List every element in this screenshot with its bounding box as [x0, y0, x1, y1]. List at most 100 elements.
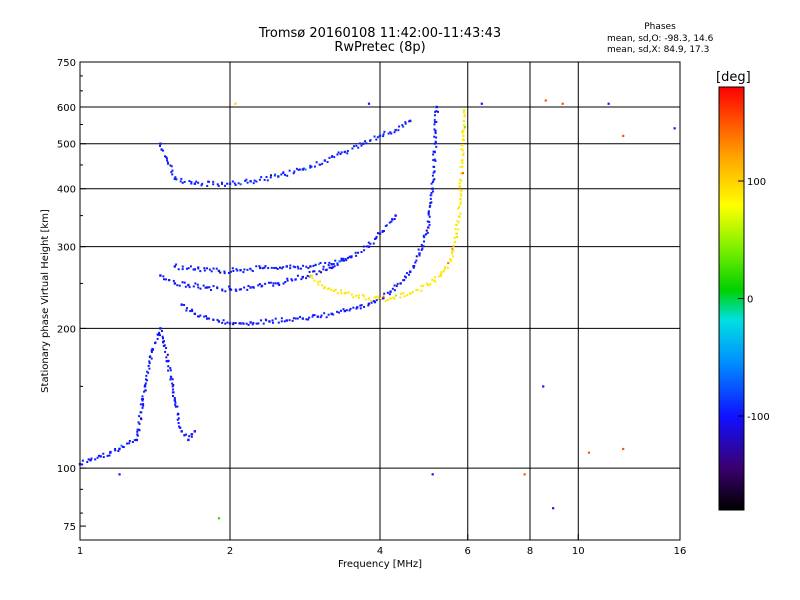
- echo-point: [197, 266, 200, 269]
- echo-point: [223, 270, 226, 273]
- echo-point: [187, 267, 190, 270]
- echo-point: [333, 265, 336, 268]
- echo-point: [433, 178, 436, 181]
- echo-point: [136, 433, 139, 436]
- echo-point: [393, 218, 396, 221]
- echo-point: [161, 335, 164, 338]
- echo-point: [160, 330, 163, 333]
- echo-point: [185, 307, 188, 310]
- echo-point: [418, 252, 421, 255]
- echo-point: [143, 390, 146, 393]
- echo-point: [333, 156, 336, 159]
- echo-point: [376, 295, 379, 298]
- echo-point: [188, 180, 191, 183]
- echo-point: [142, 403, 145, 406]
- echo-point: [461, 165, 464, 168]
- echo-point: [264, 265, 267, 268]
- echo-point: [429, 194, 432, 197]
- echo-point: [434, 140, 437, 143]
- echo-point: [346, 152, 349, 155]
- echo-point: [191, 310, 194, 313]
- echo-point: [462, 111, 465, 114]
- echo-point: [282, 282, 285, 285]
- echo-point: [357, 146, 360, 149]
- echo-point: [212, 318, 215, 321]
- echo-point: [272, 284, 275, 287]
- echo-point: [166, 161, 169, 164]
- echo-point: [425, 282, 428, 285]
- echo-point: [480, 102, 483, 105]
- echo-point: [461, 172, 464, 175]
- echo-point: [245, 322, 248, 325]
- echo-point: [434, 129, 437, 132]
- echo-point: [180, 177, 183, 180]
- echo-point: [171, 169, 174, 172]
- phases-x-mode-stats: mean, sd,X: 84.9, 17.3: [607, 45, 710, 55]
- echo-point: [188, 286, 191, 289]
- echo-point: [458, 206, 461, 209]
- echo-point: [405, 272, 408, 275]
- echo-point: [352, 145, 355, 148]
- echo-point: [354, 251, 357, 254]
- echo-point: [393, 289, 396, 292]
- echo-point: [142, 404, 145, 407]
- echo-point: [201, 182, 204, 185]
- echo-point: [460, 144, 463, 147]
- echo-point: [422, 284, 425, 287]
- echo-point: [165, 157, 168, 160]
- echo-point: [268, 320, 271, 323]
- echo-point: [162, 278, 165, 281]
- echo-point: [258, 283, 261, 286]
- echo-point: [622, 447, 625, 451]
- echo-point: [246, 268, 249, 271]
- echo-point: [190, 308, 193, 311]
- echo-point: [420, 243, 423, 246]
- echo-point: [128, 440, 131, 443]
- echo-point: [325, 316, 328, 319]
- echo-point: [253, 179, 256, 182]
- echo-point: [207, 317, 210, 320]
- echo-point: [217, 269, 221, 273]
- echo-point: [267, 281, 270, 284]
- echo-point: [318, 270, 321, 273]
- echo-point: [420, 285, 423, 288]
- echo-point: [156, 337, 159, 340]
- echo-point: [232, 322, 235, 325]
- echo-point: [167, 359, 170, 362]
- echo-point: [386, 299, 389, 302]
- echo-point: [370, 301, 373, 304]
- echo-point: [217, 184, 220, 187]
- echo-point: [451, 247, 454, 250]
- echo-point: [183, 434, 186, 437]
- echo-point: [302, 167, 305, 170]
- echo-point: [432, 153, 435, 156]
- echo-point: [367, 245, 371, 248]
- echo-point: [167, 162, 170, 165]
- echo-point: [197, 286, 200, 289]
- echo-point: [228, 182, 232, 185]
- echo-point: [336, 292, 339, 295]
- echo-point: [178, 426, 181, 429]
- echo-point: [135, 438, 138, 442]
- echo-point: [203, 267, 206, 270]
- echo-point: [173, 399, 177, 402]
- echo-point: [391, 218, 394, 221]
- x-axis-label: Frequency [MHz]: [338, 559, 422, 570]
- echo-point: [162, 149, 165, 152]
- echo-point: [181, 265, 184, 268]
- echo-point: [189, 310, 192, 313]
- echo-point: [301, 275, 305, 279]
- echo-point: [404, 276, 407, 279]
- echo-point: [210, 289, 213, 292]
- echo-point: [433, 279, 436, 282]
- echo-point: [280, 267, 283, 270]
- echo-point: [294, 278, 297, 281]
- echo-point: [305, 318, 308, 321]
- echo-point: [424, 234, 427, 237]
- echo-point: [274, 173, 277, 176]
- echo-point: [461, 131, 464, 134]
- echo-point: [136, 430, 139, 433]
- echo-point: [460, 194, 463, 197]
- echo-point: [461, 129, 464, 132]
- echo-point: [197, 267, 200, 270]
